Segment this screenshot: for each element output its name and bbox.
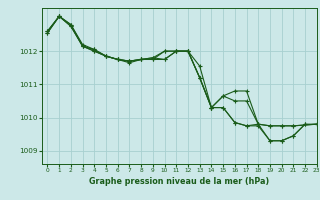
- X-axis label: Graphe pression niveau de la mer (hPa): Graphe pression niveau de la mer (hPa): [89, 177, 269, 186]
